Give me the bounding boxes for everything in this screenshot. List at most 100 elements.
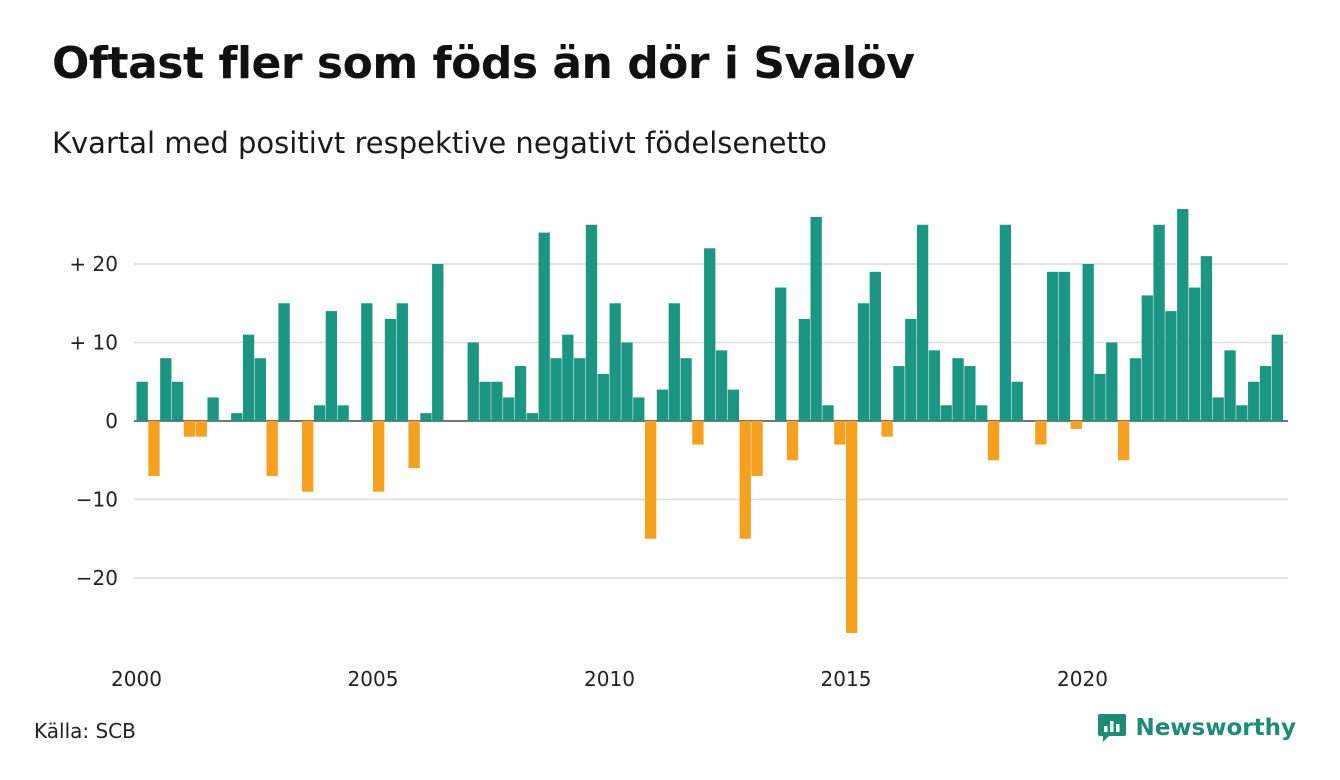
bar-positive: [1129, 358, 1142, 421]
bar-positive: [621, 342, 633, 421]
x-tick-label: 2020: [1057, 667, 1108, 691]
bar-positive: [976, 405, 988, 421]
bar-positive: [337, 405, 349, 421]
bar-positive: [1224, 350, 1236, 421]
bar-positive: [231, 413, 243, 421]
bar-positive: [1236, 405, 1248, 421]
bar-negative: [987, 421, 1000, 461]
bar-positive: [160, 358, 172, 421]
bar-positive: [491, 381, 503, 421]
y-tick-label: 0: [105, 409, 118, 433]
bar-positive: [136, 381, 148, 421]
bar-positive: [467, 342, 479, 421]
bar-positive: [526, 413, 539, 421]
bars: [136, 209, 1283, 633]
bar-positive: [313, 405, 326, 421]
chart-subtitle: Kvartal med positivt respektive negativt…: [52, 126, 827, 160]
bar-positive: [775, 287, 787, 421]
bar-positive: [278, 303, 290, 421]
bar-positive: [396, 303, 408, 421]
bar-positive: [1165, 311, 1177, 421]
bar-positive: [1153, 224, 1165, 421]
bar-positive: [420, 413, 432, 421]
x-tick-label: 2015: [821, 667, 872, 691]
bar-positive: [1200, 256, 1213, 421]
brand-name: Newsworthy: [1135, 715, 1296, 741]
bar-positive: [727, 389, 740, 421]
y-tick-label: + 20: [69, 252, 118, 276]
y-tick-label: −20: [76, 566, 118, 590]
y-tick-labels: + 20 + 10 0 −10 −20: [69, 252, 118, 590]
bar-positive: [1094, 373, 1106, 421]
bar-positive: [585, 224, 598, 421]
chart-title: Oftast fler som föds än dör i Svalöv: [52, 38, 915, 89]
bar-positive: [432, 264, 444, 421]
bar-positive: [597, 373, 609, 421]
x-tick-labels: 2000 2005 2010 2015 2020: [111, 667, 1108, 691]
bar-positive: [940, 405, 952, 421]
bar-negative: [881, 421, 893, 437]
x-tick-label: 2005: [348, 667, 399, 691]
bar-positive: [1248, 381, 1260, 421]
bar-positive: [254, 358, 267, 421]
bar-positive: [171, 381, 184, 421]
bar-positive: [1011, 381, 1023, 421]
bar-positive: [479, 381, 491, 421]
bar-negative: [834, 421, 846, 445]
x-tick-label: 2010: [584, 667, 635, 691]
bar-positive: [1047, 271, 1059, 421]
bar-positive: [562, 334, 574, 421]
bar-positive: [1058, 271, 1071, 421]
bar-negative: [302, 421, 314, 492]
bar-positive: [905, 318, 917, 421]
source-note: Källa: SCB: [34, 719, 136, 743]
bar-negative: [373, 421, 385, 492]
bar-positive: [798, 318, 810, 421]
bar-negative: [266, 421, 278, 476]
bar-positive: [550, 358, 562, 421]
newsworthy-logo-icon: [1098, 714, 1127, 742]
bar-positive: [633, 397, 645, 421]
bar-positive: [361, 303, 373, 421]
bar-negative: [786, 421, 799, 461]
y-tick-label: −10: [76, 488, 118, 512]
bar-positive: [1188, 287, 1201, 421]
bar-positive: [1082, 264, 1094, 421]
bar-positive: [1141, 295, 1153, 421]
bar-positive: [810, 216, 822, 421]
bar-positive: [656, 389, 669, 421]
bar-negative: [1070, 421, 1082, 429]
bar-positive: [952, 358, 964, 421]
bar-negative: [148, 421, 160, 476]
bar-positive: [325, 311, 337, 421]
bar-positive: [822, 405, 834, 421]
bar-positive: [609, 303, 621, 421]
bar-positive: [207, 397, 219, 421]
bar-negative: [692, 421, 704, 445]
bar-positive: [1259, 366, 1272, 421]
bar-negative: [195, 421, 207, 437]
bar-negative: [408, 421, 420, 469]
bar-positive: [242, 334, 255, 421]
bar-positive: [538, 232, 550, 421]
bar-positive: [1271, 334, 1283, 421]
bar-positive: [574, 358, 586, 421]
bar-negative: [644, 421, 657, 539]
bar-positive: [893, 366, 905, 421]
bar-positive: [857, 303, 870, 421]
brand[interactable]: Newsworthy: [1097, 712, 1296, 744]
y-tick-label: + 10: [69, 331, 118, 355]
bar-positive: [704, 248, 716, 421]
x-tick-label: 2000: [111, 667, 162, 691]
bar-positive: [715, 350, 728, 421]
bar-positive: [869, 271, 881, 421]
bar-positive: [964, 366, 976, 421]
bar-positive: [680, 358, 692, 421]
bar-positive: [999, 224, 1012, 421]
bar-negative: [751, 421, 763, 476]
bar-negative: [846, 421, 858, 633]
bar-negative: [183, 421, 196, 437]
bar-positive: [916, 224, 929, 421]
bar-positive: [1212, 397, 1224, 421]
